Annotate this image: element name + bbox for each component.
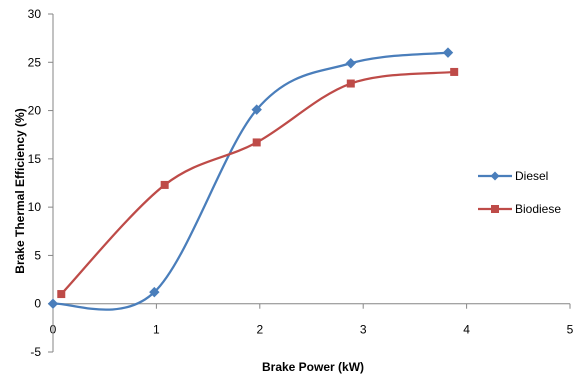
y-axis-title: Brake Thermal Efficiency (%) bbox=[13, 108, 27, 273]
x-tick-label: 5 bbox=[567, 323, 574, 337]
data-point bbox=[251, 104, 262, 115]
x-tick-label: 2 bbox=[256, 323, 263, 337]
data-point bbox=[450, 67, 459, 76]
y-tick-label: 20 bbox=[28, 104, 42, 118]
data-point bbox=[149, 286, 160, 298]
y-tick-label: 30 bbox=[28, 7, 42, 21]
data-point bbox=[47, 298, 59, 309]
data-point bbox=[252, 138, 261, 147]
x-tick-label: 3 bbox=[360, 323, 367, 337]
y-axis-ticks: -5 0 5 10 15 20 25 30 bbox=[28, 7, 53, 359]
legend-swatch-marker bbox=[491, 205, 499, 213]
x-axis-title: Brake Power (kW) bbox=[262, 360, 364, 374]
data-point bbox=[57, 290, 66, 299]
series-line-biodiese bbox=[60, 70, 455, 295]
data-point bbox=[345, 58, 356, 69]
x-tick-label: 4 bbox=[463, 323, 470, 337]
legend: Diesel Biodiese bbox=[478, 169, 561, 216]
y-tick-label: 5 bbox=[34, 248, 41, 262]
y-tick-label: -5 bbox=[30, 345, 41, 359]
legend-label: Biodiese bbox=[515, 202, 561, 216]
data-point bbox=[442, 47, 454, 58]
y-tick-label: 25 bbox=[28, 55, 42, 69]
series-layer bbox=[47, 47, 459, 311]
x-tick-label: 1 bbox=[153, 323, 160, 337]
y-tick-label: 10 bbox=[28, 200, 42, 214]
series-line-diesel bbox=[52, 51, 449, 311]
data-point bbox=[346, 79, 355, 88]
y-tick-label: 0 bbox=[34, 297, 41, 311]
y-tick-label: 15 bbox=[28, 152, 42, 166]
legend-label: Diesel bbox=[515, 169, 548, 183]
data-point bbox=[160, 180, 169, 189]
legend-swatch-marker bbox=[490, 171, 500, 181]
